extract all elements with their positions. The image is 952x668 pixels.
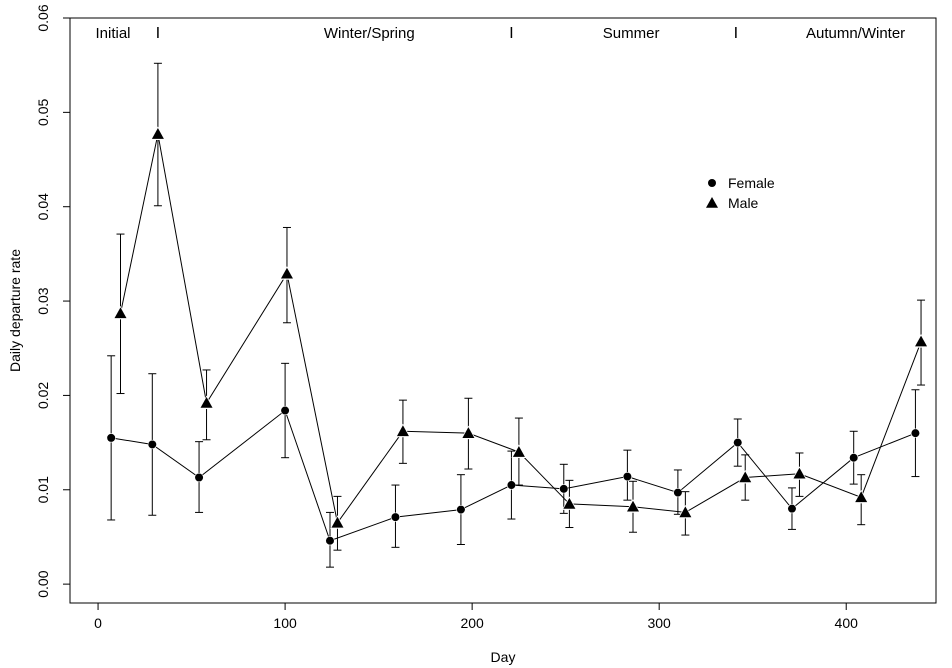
y-tick-label: 0.06 <box>35 4 51 31</box>
period-labels: Initial Winter/Spring Summer Autumn/Winter <box>96 25 906 42</box>
legend-label-female: Female <box>728 175 775 191</box>
data-point-male <box>462 427 475 438</box>
y-tick-label: 0.04 <box>35 193 51 220</box>
period-label: Summer <box>603 25 660 42</box>
data-point-male <box>793 467 806 479</box>
series-line-male <box>120 133 922 525</box>
data-point-male <box>200 396 213 408</box>
x-tick-label: 400 <box>835 615 859 631</box>
data-point-female <box>195 473 204 482</box>
y-tick-label: 0.02 <box>35 382 51 409</box>
data-point-male <box>626 500 639 512</box>
y-tick-label: 0.01 <box>35 476 51 503</box>
data-point-male <box>280 267 293 279</box>
plot-frame <box>69 17 937 604</box>
data-point-female <box>673 488 682 497</box>
legend-marker-male <box>706 197 718 208</box>
data-point-female <box>456 505 465 514</box>
series-layer <box>106 62 929 568</box>
data-point-male <box>331 516 344 528</box>
data-point-male <box>855 491 868 503</box>
x-tick-label: 200 <box>460 615 484 631</box>
data-point-male <box>396 425 409 437</box>
y-tick-label: 0.03 <box>35 287 51 314</box>
series-female <box>106 355 921 568</box>
x-axis-title: Day <box>491 649 516 665</box>
period-label: Initial <box>96 25 131 42</box>
period-label: Autumn/Winter <box>806 25 905 42</box>
series-male <box>113 62 929 551</box>
data-point-female <box>325 536 334 545</box>
data-point-female <box>733 438 742 447</box>
data-point-male <box>915 335 928 347</box>
y-tick-label: 0.00 <box>35 570 51 597</box>
x-tick-label: 300 <box>647 615 671 631</box>
period-label: Winter/Spring <box>324 25 415 42</box>
legend: Female Male <box>706 175 775 211</box>
data-point-female <box>559 484 568 493</box>
data-point-female <box>391 513 400 522</box>
data-point-female <box>787 504 796 513</box>
data-point-male <box>114 307 127 319</box>
data-point-female <box>148 440 157 449</box>
data-point-female <box>507 481 516 490</box>
data-point-female <box>623 472 632 481</box>
legend-marker-female <box>708 179 716 187</box>
data-point-female <box>911 429 920 438</box>
data-point-female <box>281 406 290 415</box>
legend-label-male: Male <box>728 195 759 211</box>
data-point-female <box>107 433 116 442</box>
x-tick-label: 100 <box>273 615 297 631</box>
y-tick-label: 0.05 <box>35 99 51 126</box>
y-axis-title: Daily departure rate <box>7 249 23 372</box>
data-point-male <box>563 497 576 509</box>
data-point-male <box>679 506 692 518</box>
data-point-female <box>849 453 858 462</box>
data-point-male <box>151 128 164 139</box>
x-tick-label: 0 <box>94 615 102 631</box>
data-point-male <box>739 471 752 483</box>
axes: 0 100 200 300 400 0.00 0.01 0.02 0.03 0.04 0.05 0.0… <box>35 4 937 631</box>
data-point-male <box>512 446 525 457</box>
